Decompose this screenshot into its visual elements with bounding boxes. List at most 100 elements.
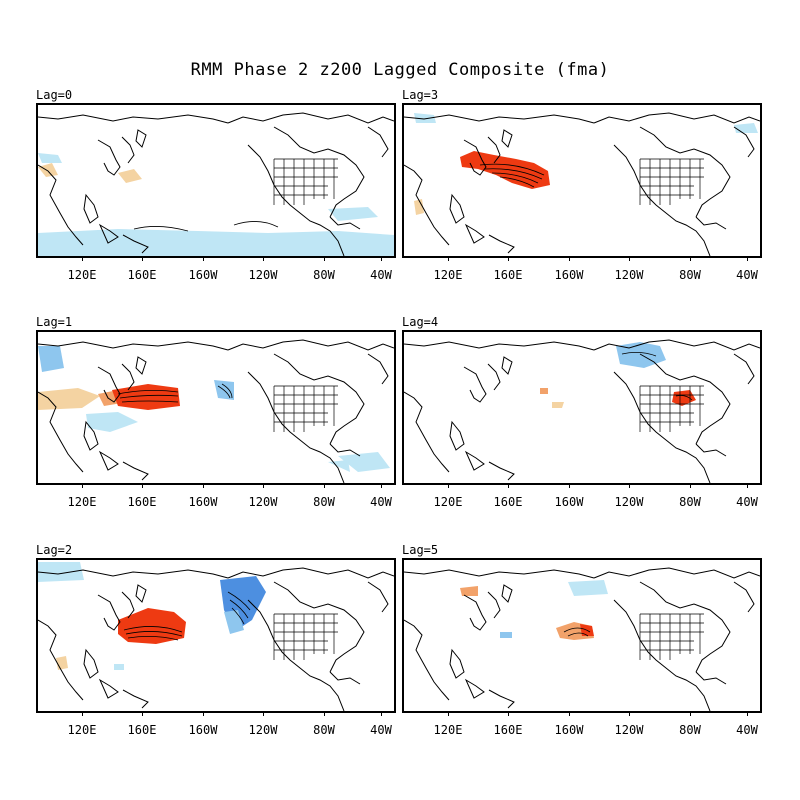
coastline [97, 139, 121, 176]
x-tick-mark [569, 711, 570, 716]
coastline [121, 591, 135, 619]
x-tick-label: 80W [679, 723, 701, 737]
anomaly-shading [460, 586, 478, 596]
x-tick-mark [82, 483, 83, 488]
state-boundaries [273, 385, 338, 432]
coastline [38, 341, 229, 351]
state-boundaries [273, 613, 338, 660]
anomaly-map [38, 339, 394, 483]
x-tick-label: 80W [313, 723, 335, 737]
contour-line [121, 400, 179, 403]
map-panel-lag1: Lag=1 120E 160E 160W 120W 80W 40W [36, 315, 396, 509]
coastline [463, 366, 487, 403]
coastline [639, 126, 731, 218]
x-tick-label: 120W [248, 268, 278, 282]
coastline [122, 461, 149, 481]
coastline [122, 689, 149, 709]
coastline [487, 136, 501, 164]
anomaly-shading [734, 123, 758, 133]
x-tick-label: 160W [188, 268, 218, 282]
x-tick-mark [747, 256, 748, 261]
coastline [593, 112, 760, 124]
x-tick-label: 160E [127, 268, 157, 282]
x-tick-mark [508, 256, 509, 261]
coastline [695, 671, 727, 685]
coastline [463, 594, 487, 631]
state-boundaries [639, 158, 704, 205]
contour-line [231, 607, 245, 625]
anomaly-shading [38, 346, 64, 372]
x-tick-mark [690, 483, 691, 488]
x-tick-label: 40W [370, 495, 392, 509]
anomaly-shading [414, 113, 436, 123]
x-tick-label: 160W [554, 268, 584, 282]
x-tick-label: 80W [679, 268, 701, 282]
coastline [488, 234, 515, 254]
contour-line [227, 591, 251, 611]
coastline [98, 678, 119, 699]
coastline [464, 223, 485, 244]
x-tick-label: 120W [614, 268, 644, 282]
coastline [404, 164, 450, 246]
panel-lag-label: Lag=3 [402, 88, 439, 102]
x-tick-label: 40W [736, 723, 758, 737]
coastline [121, 136, 135, 164]
x-tick-label: 160W [554, 723, 584, 737]
map-panel-lag0: Lag=0 120E 160E 160W 120W 80W 40W [36, 88, 396, 282]
panel-lag-label: Lag=2 [36, 543, 73, 557]
coastline [695, 216, 727, 230]
coastline [463, 139, 487, 176]
x-tick-label: 160W [554, 495, 584, 509]
anomaly-shading [118, 169, 142, 183]
map-frame [36, 330, 396, 485]
coastline [464, 678, 485, 699]
panel-lag-label: Lag=5 [402, 543, 439, 557]
coastline [227, 339, 394, 351]
x-tick-label: 120W [614, 723, 644, 737]
coastline [488, 461, 515, 481]
x-tick-label: 80W [679, 495, 701, 509]
x-tick-label: 40W [370, 723, 392, 737]
x-tick-mark [381, 711, 382, 716]
x-tick-label: 120E [67, 723, 97, 737]
panel-lag-label: Lag=0 [36, 88, 73, 102]
x-tick-mark [448, 711, 449, 716]
contour-line [127, 636, 179, 641]
coastline [38, 569, 229, 579]
coastline [329, 671, 361, 685]
x-tick-mark [142, 483, 143, 488]
x-tick-label: 160E [127, 723, 157, 737]
coastline [97, 366, 121, 403]
coastline [449, 193, 465, 224]
state-boundaries [639, 385, 704, 432]
anomaly-map [404, 567, 760, 711]
x-tick-mark [142, 711, 143, 716]
x-tick-mark [142, 256, 143, 261]
coastline [227, 567, 394, 579]
coastline [38, 391, 84, 473]
coastline [404, 391, 450, 473]
coastline [329, 216, 361, 230]
coastline [135, 584, 147, 603]
x-tick-label: 120E [433, 723, 463, 737]
contour-line [217, 385, 231, 399]
x-tick-mark [569, 483, 570, 488]
contour-line [567, 632, 589, 637]
contour-line [221, 383, 233, 399]
anomaly-map [38, 562, 394, 711]
coastline [135, 129, 147, 148]
x-tick-label: 120E [67, 268, 97, 282]
x-tick-label: 160W [188, 495, 218, 509]
x-tick-mark [448, 483, 449, 488]
contour-line [117, 390, 179, 395]
x-tick-mark [381, 483, 382, 488]
contour-line [675, 395, 693, 401]
coastline [97, 594, 121, 631]
coastline [404, 114, 595, 124]
coastline [733, 353, 755, 385]
coastline [83, 420, 99, 451]
anomaly-shading [220, 576, 266, 632]
coastline [733, 126, 755, 158]
coastline [135, 356, 147, 375]
x-tick-label: 160E [493, 268, 523, 282]
